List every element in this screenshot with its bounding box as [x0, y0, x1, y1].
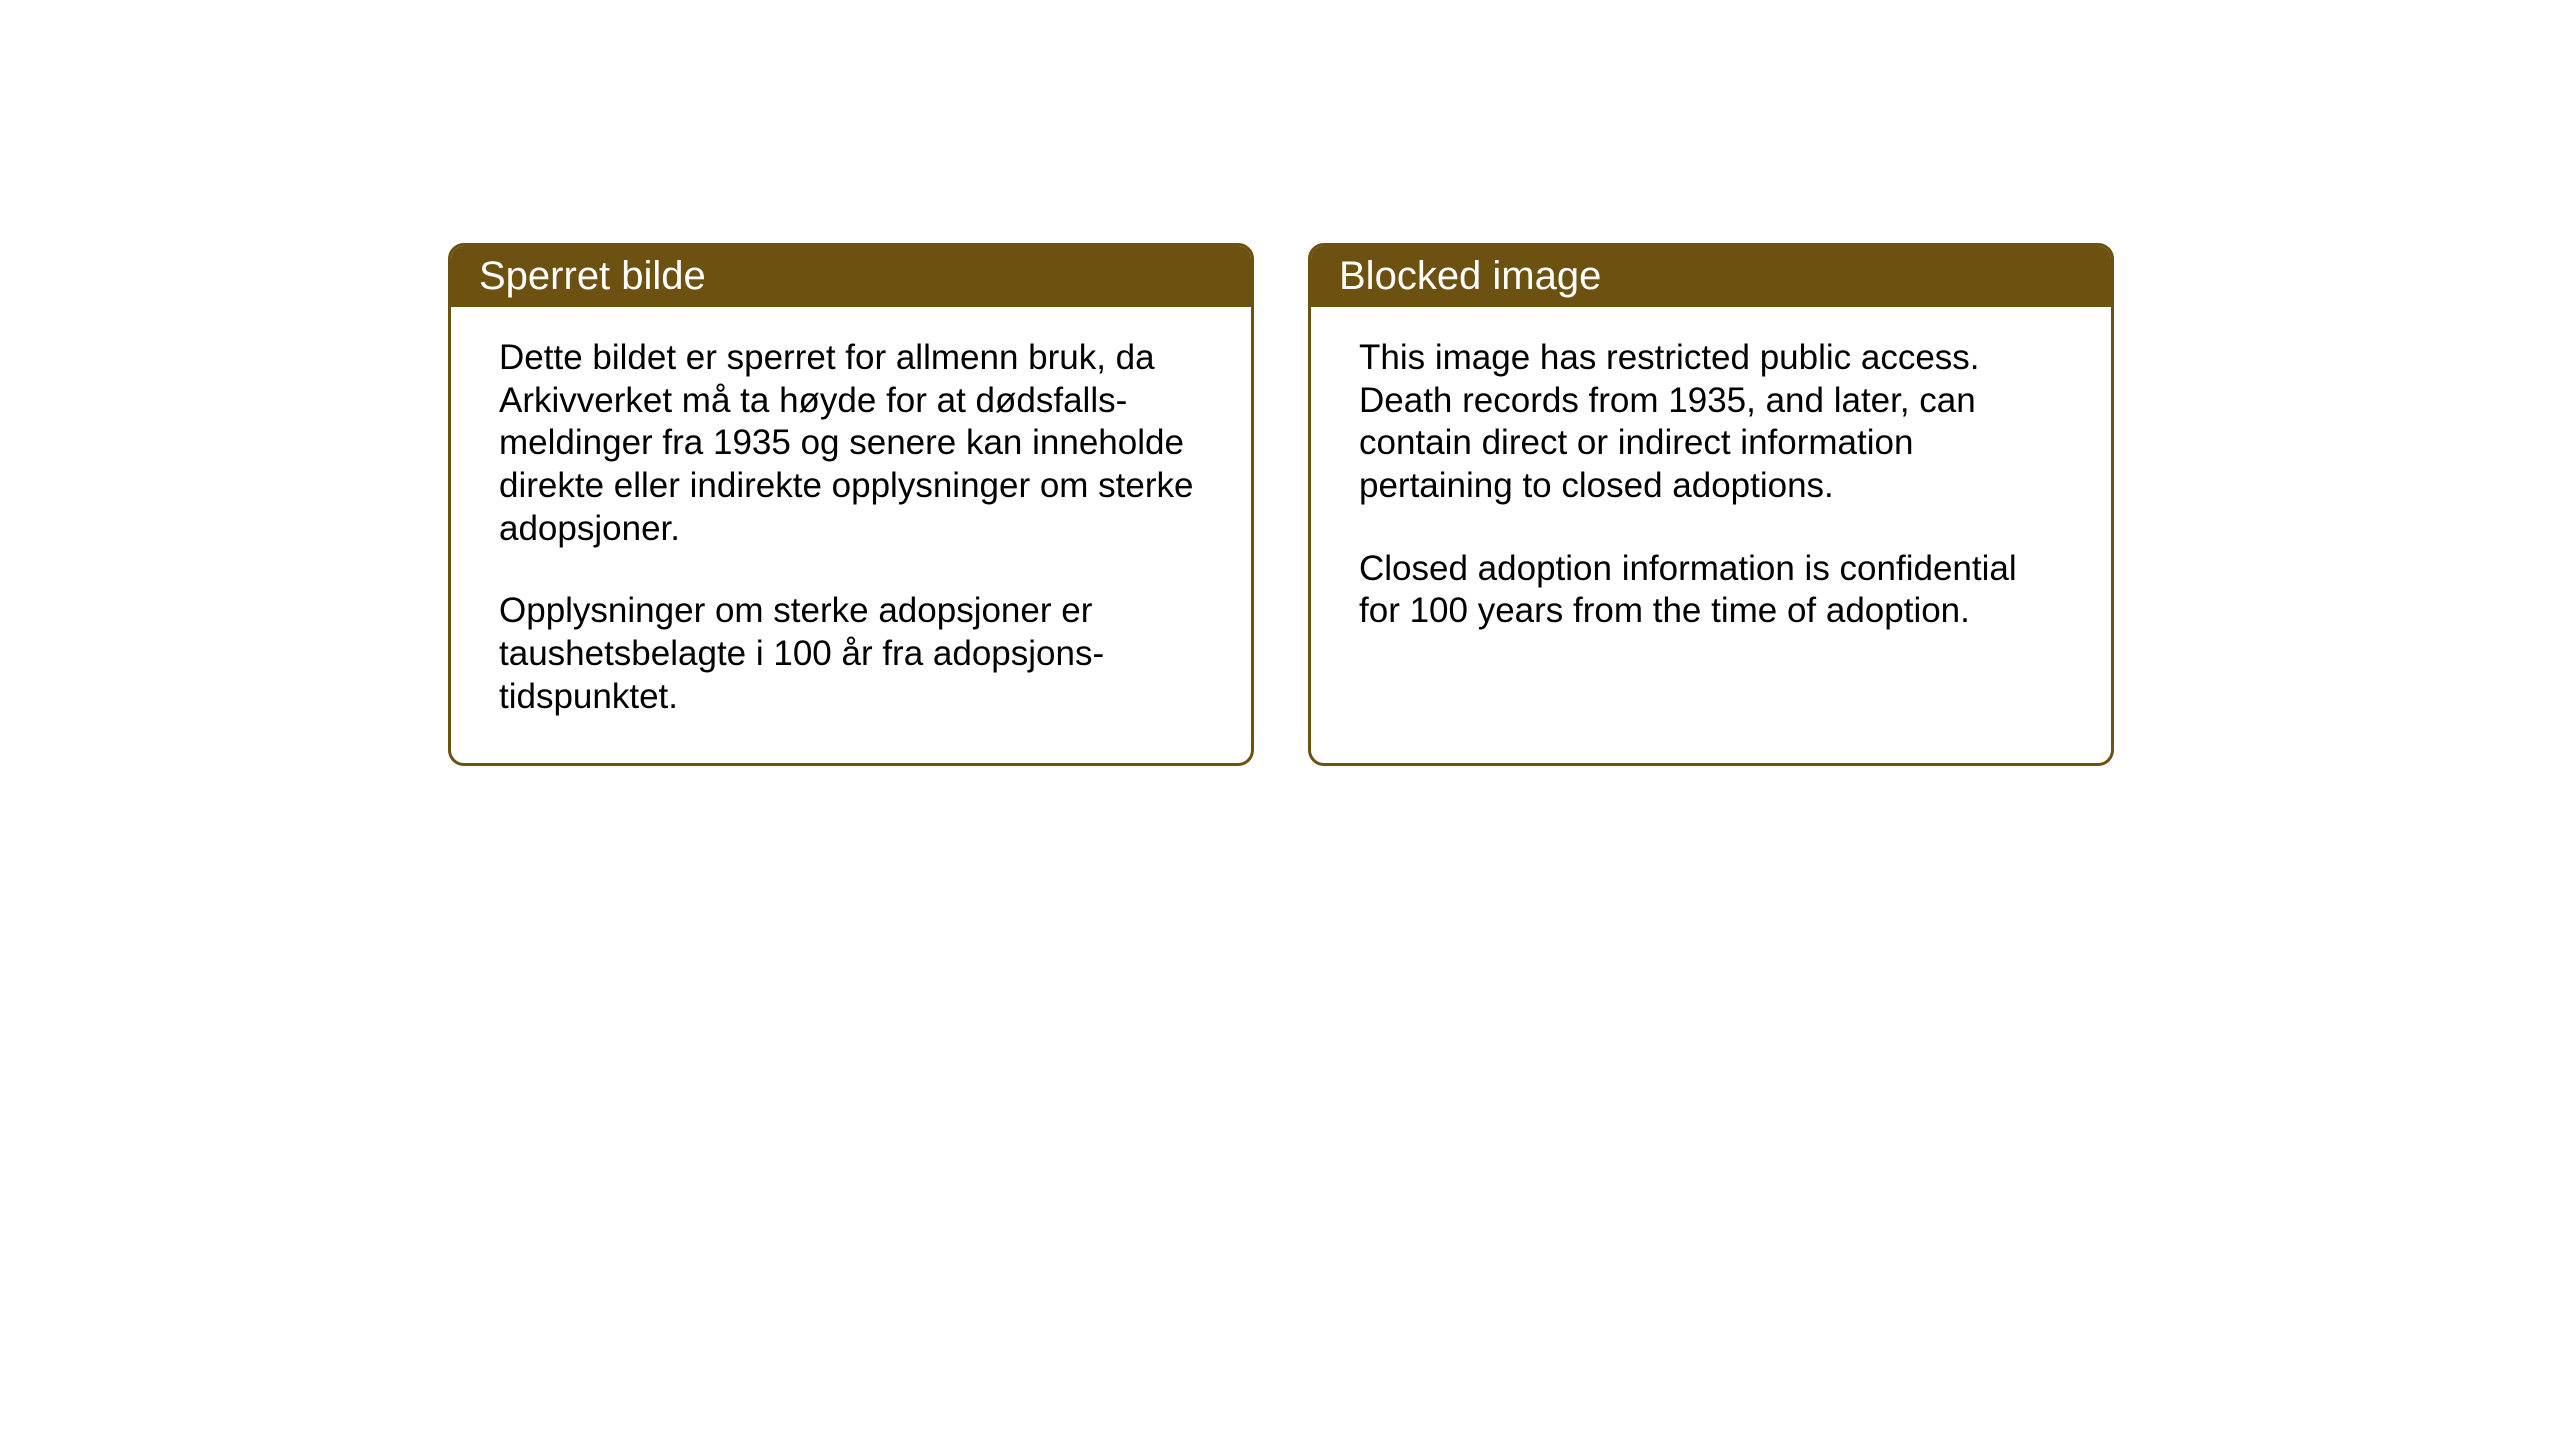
notice-container: Sperret bilde Dette bildet er sperret fo… — [448, 243, 2114, 766]
english-card: Blocked image This image has restricted … — [1308, 243, 2114, 766]
english-title: Blocked image — [1339, 254, 1601, 298]
english-paragraph-2: Closed adoption information is confident… — [1359, 548, 2063, 633]
english-card-body: This image has restricted public access.… — [1311, 307, 2111, 677]
norwegian-card-body: Dette bildet er sperret for allmenn bruk… — [451, 307, 1251, 763]
norwegian-paragraph-1: Dette bildet er sperret for allmenn bruk… — [499, 337, 1203, 550]
english-paragraph-1: This image has restricted public access.… — [1359, 337, 2063, 508]
norwegian-card-header: Sperret bilde — [451, 246, 1251, 307]
norwegian-paragraph-2: Opplysninger om sterke adopsjoner er tau… — [499, 590, 1203, 718]
norwegian-title: Sperret bilde — [479, 254, 706, 298]
norwegian-card: Sperret bilde Dette bildet er sperret fo… — [448, 243, 1254, 766]
english-card-header: Blocked image — [1311, 246, 2111, 307]
